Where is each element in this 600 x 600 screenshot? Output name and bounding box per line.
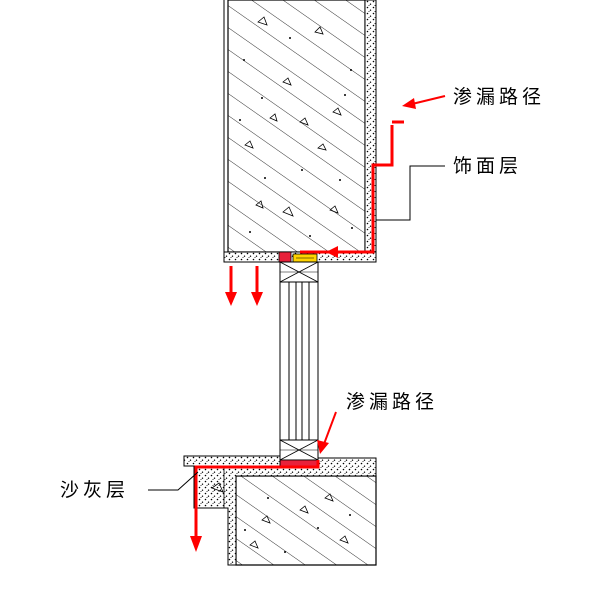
aggregate-marks-lower <box>211 482 349 549</box>
upper-wall <box>223 0 377 263</box>
window-frame <box>278 251 319 469</box>
label-seepage-path-bottom: 渗漏路径 <box>346 391 438 413</box>
aggregate-marks-upper <box>244 16 342 217</box>
label-seepage-path-top: 渗漏路径 <box>453 86 545 108</box>
label-finish-layer: 饰面层 <box>453 155 522 177</box>
plaster-layer-leader <box>148 471 199 491</box>
drip-arrow-lower <box>190 536 202 552</box>
seepage-bottom-arrow <box>317 411 337 454</box>
aggregate-dots-upper <box>239 37 353 237</box>
label-plaster-layer: 沙灰层 <box>60 479 129 501</box>
finish-layer-leader <box>376 165 445 221</box>
seepage-top-arrow <box>402 95 446 109</box>
drip-arrows-upper <box>225 266 263 306</box>
lower-wall <box>183 455 377 566</box>
leak-arrow-soffit <box>326 246 338 258</box>
leak-path-lower <box>194 460 320 540</box>
top-sealant <box>278 251 292 263</box>
